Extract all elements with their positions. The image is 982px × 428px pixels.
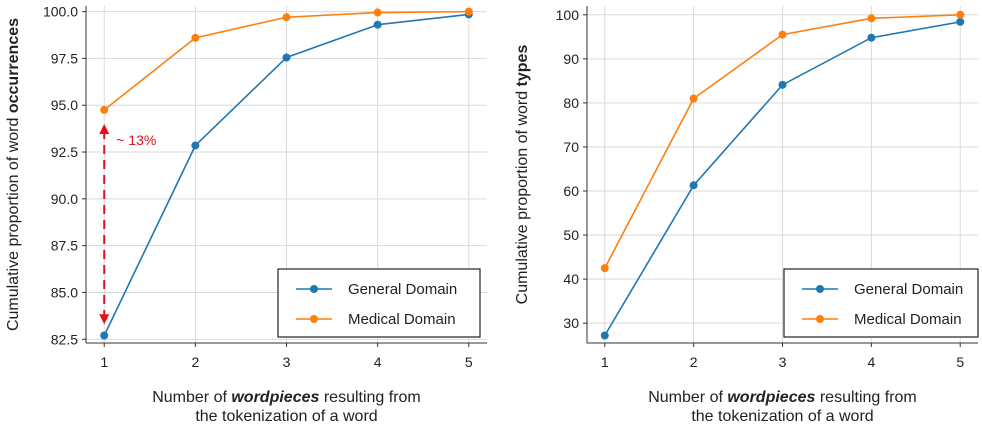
y-tick-label: 85.0 (51, 284, 78, 300)
data-point (956, 17, 965, 26)
legend-label: Medical Domain (854, 311, 962, 328)
data-point (867, 14, 876, 23)
y-tick-label: 40 (563, 271, 579, 287)
data-point (373, 20, 382, 29)
left-plot: 1 2 3 4 5 82.5 85.0 87.5 90.0 92.5 95.0 97.5 100.0 Nu… (5, 4, 487, 425)
right-plot: 1 2 3 4 5 30 40 50 60 70 80 90 100 Number of wordpiec… (514, 6, 979, 425)
y-tick-label: 80 (563, 95, 579, 111)
y-tick-label: 30 (563, 315, 579, 331)
x-tick-label: 2 (191, 354, 199, 370)
data-point (956, 10, 965, 19)
x-tick-label: 1 (601, 354, 609, 370)
data-point (778, 30, 787, 39)
y-axis-label-prefix: Cumulative proportion of word (5, 113, 22, 331)
y-tick-label: 87.5 (51, 238, 78, 254)
y-tick-label: 50 (563, 227, 579, 243)
x-axis-label-emphasis: wordpieces (727, 389, 815, 406)
data-point (100, 105, 109, 114)
x-tick-label: 5 (956, 354, 964, 370)
y-tick-label: 97.5 (51, 50, 78, 66)
data-point (191, 141, 200, 150)
data-point (600, 264, 609, 273)
legend-label: General Domain (348, 281, 457, 298)
x-axis-label-prefix: Number of (152, 389, 231, 406)
data-point (600, 331, 609, 340)
data-point (464, 7, 473, 16)
y-tick-label: 60 (563, 183, 579, 199)
x-axis-label-line2: the tokenization of a word (691, 408, 873, 425)
x-tick-label: 5 (465, 354, 473, 370)
x-tick-label: 3 (779, 354, 787, 370)
y-tick-label: 95.0 (51, 97, 78, 113)
data-point (282, 13, 291, 22)
annotation-label: ~ 13% (116, 132, 156, 148)
data-point (100, 331, 109, 340)
right-chart: 1 2 3 4 5 30 40 50 60 70 80 90 100 Number of wordpiec… (514, 6, 979, 425)
y-axis-label-prefix: Cumulative proportion of word (514, 86, 531, 304)
legend-swatch-marker (310, 285, 318, 293)
y-axis-label-emphasis: occurrences (5, 18, 22, 113)
y-tick-label: 70 (563, 139, 579, 155)
legend-label: Medical Domain (348, 311, 456, 328)
y-axis-label-emphasis: types (514, 45, 531, 87)
x-axis-label-suffix: resulting from (319, 389, 420, 406)
data-point (373, 8, 382, 17)
y-tick-label: 100 (556, 7, 580, 23)
legend-box (783, 268, 979, 338)
y-axis-label: Cumulative proportion of word types (514, 45, 531, 305)
x-tick-label: 4 (867, 354, 875, 370)
left-chart: 1 2 3 4 5 82.5 85.0 87.5 90.0 92.5 95.0 97.5 100.0 Nu… (5, 4, 487, 425)
y-tick-label: 92.5 (51, 144, 78, 160)
annotation-arrow-head-up (99, 123, 110, 134)
y-tick-label: 100.0 (43, 4, 78, 20)
legend-label: General Domain (854, 281, 963, 298)
annotation-arrow-head-down (99, 314, 110, 325)
x-axis-label-line2: the tokenization of a word (195, 408, 377, 425)
x-axis-label-line1: Number of wordpieces resulting from (648, 389, 917, 406)
legend-swatch-marker (816, 285, 824, 293)
y-axis-label: Cumulative proportion of word occurrence… (5, 18, 22, 331)
x-axis-label-line1: Number of wordpieces resulting from (152, 389, 421, 406)
data-point (867, 33, 876, 42)
x-tick-label: 2 (690, 354, 698, 370)
data-point (689, 94, 698, 103)
legend-box (277, 268, 481, 338)
y-tick-label: 90 (563, 51, 579, 67)
x-axis-label-prefix: Number of (648, 389, 727, 406)
y-tick-label: 90.0 (51, 191, 78, 207)
y-tick-label: 82.5 (51, 331, 78, 347)
legend-swatch-marker (816, 315, 824, 323)
legend-swatch-marker (310, 315, 318, 323)
x-tick-label: 4 (374, 354, 382, 370)
data-point (689, 181, 698, 190)
data-point (191, 33, 200, 42)
x-axis-label-emphasis: wordpieces (231, 389, 319, 406)
x-tick-label: 1 (100, 354, 108, 370)
data-point (778, 80, 787, 89)
x-tick-label: 3 (283, 354, 291, 370)
data-point (282, 53, 291, 62)
x-axis-label-suffix: resulting from (815, 389, 916, 406)
